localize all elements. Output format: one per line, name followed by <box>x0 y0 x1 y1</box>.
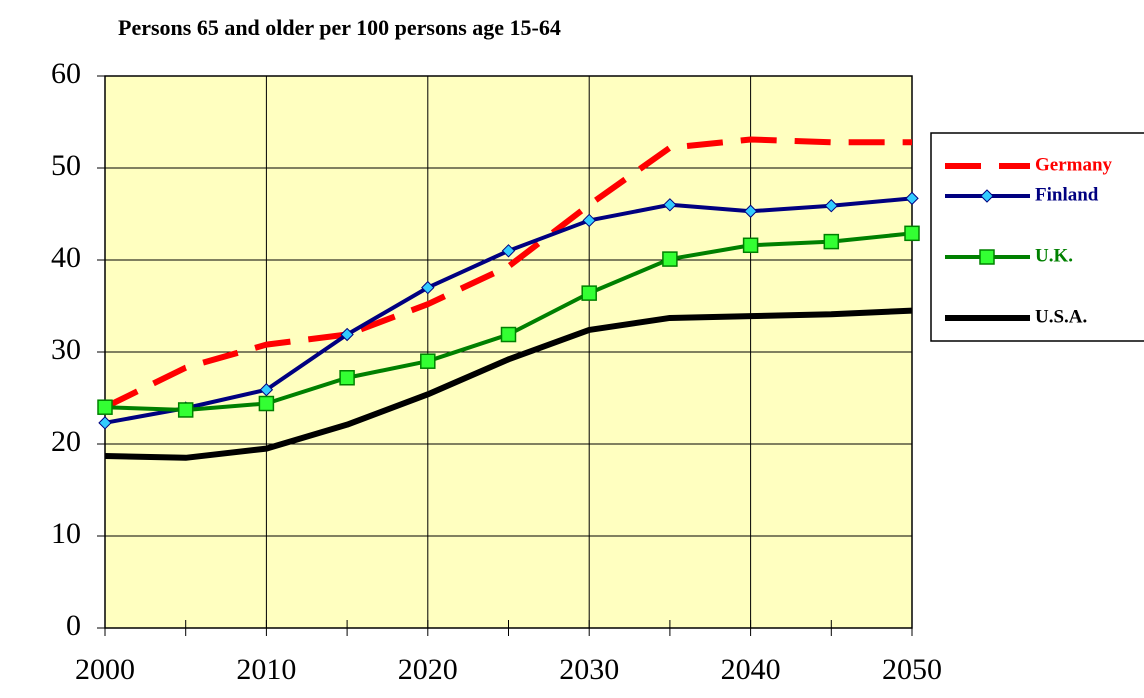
x-tick-label: 2000 <box>75 653 135 686</box>
marker <box>340 327 354 342</box>
marker <box>97 399 113 415</box>
marker <box>743 204 758 218</box>
x-tick-label: 2040 <box>721 653 781 686</box>
y-tick-label: 50 <box>51 149 81 182</box>
marker <box>663 198 677 212</box>
marker <box>904 225 920 242</box>
legend-label: Finland <box>1035 184 1099 205</box>
y-tick-label: 60 <box>51 57 81 90</box>
x-tick-label: 2050 <box>882 653 942 686</box>
marker <box>500 326 517 343</box>
x-tick-label: 2010 <box>236 653 296 686</box>
marker <box>824 199 839 213</box>
marker <box>662 251 678 267</box>
legend-label: Germany <box>1035 154 1113 175</box>
legend-marker <box>979 249 995 265</box>
marker <box>823 233 840 250</box>
legend-label: U.K. <box>1035 245 1073 266</box>
marker <box>905 191 919 206</box>
marker <box>420 353 436 369</box>
y-tick-label: 10 <box>51 517 81 550</box>
y-tick-label: 40 <box>51 241 81 274</box>
plot-border <box>104 75 913 629</box>
marker <box>259 383 274 397</box>
series-line <box>104 307 913 461</box>
legend-marker <box>980 189 994 203</box>
marker <box>177 402 194 418</box>
marker <box>98 416 112 430</box>
marker <box>581 285 597 301</box>
y-tick-label: 30 <box>51 333 81 366</box>
y-tick-label: 0 <box>66 609 81 642</box>
y-tick-label: 20 <box>51 425 81 458</box>
chart-title: Persons 65 and older per 100 persons age… <box>118 15 561 40</box>
marker <box>582 213 596 228</box>
marker <box>742 237 759 254</box>
legend-label: U.S.A. <box>1035 306 1087 327</box>
marker <box>258 395 275 412</box>
marker <box>501 244 516 258</box>
x-tick-label: 2020 <box>398 653 458 686</box>
x-tick-label: 2030 <box>559 653 619 686</box>
marker <box>339 370 355 386</box>
marker <box>421 280 435 295</box>
